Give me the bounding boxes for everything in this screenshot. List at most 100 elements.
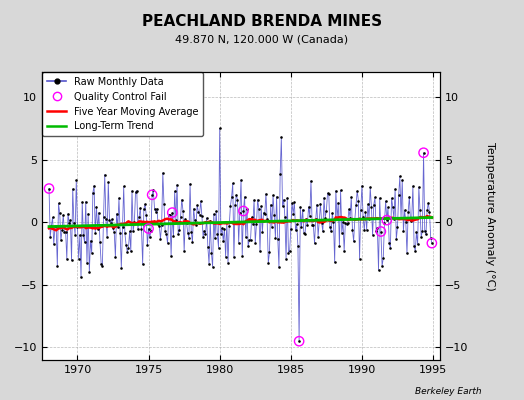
Point [324, 190, 333, 197]
Point [130, 219, 138, 225]
Point [103, 234, 111, 240]
Point [295, 338, 303, 344]
Point [93, 226, 102, 233]
Point [150, 206, 159, 212]
Point [403, 250, 411, 257]
Point [198, 213, 206, 220]
Point [192, 222, 200, 228]
Point [127, 248, 135, 254]
Point [395, 192, 403, 198]
Point [399, 228, 408, 234]
Point [387, 195, 396, 201]
Point [107, 216, 116, 222]
Point [77, 274, 85, 281]
Point [190, 206, 198, 212]
Point [228, 180, 237, 186]
Point [249, 220, 257, 227]
Point [417, 234, 425, 240]
Point [48, 214, 57, 220]
Point [368, 232, 377, 238]
Point [289, 210, 298, 217]
Point [222, 254, 230, 260]
Point [75, 232, 84, 238]
Point [397, 214, 405, 221]
Point [53, 263, 61, 269]
Point [302, 216, 310, 222]
Point [74, 255, 83, 262]
Point [98, 263, 106, 269]
Point [92, 203, 101, 210]
Point [272, 193, 281, 200]
Point [358, 183, 366, 189]
Point [316, 200, 325, 207]
Point [262, 190, 270, 197]
Point [353, 188, 362, 194]
Point [206, 217, 214, 224]
Point [225, 223, 233, 230]
Point [213, 231, 222, 238]
Point [100, 214, 108, 220]
Point [151, 208, 160, 215]
Point [336, 187, 345, 194]
Point [411, 248, 420, 254]
Point [182, 220, 191, 226]
Point [50, 241, 58, 248]
Point [318, 220, 326, 226]
Point [329, 219, 337, 226]
Y-axis label: Temperature Anomaly (°C): Temperature Anomaly (°C) [485, 142, 495, 290]
Point [428, 240, 436, 246]
Point [64, 210, 72, 217]
Point [303, 221, 312, 228]
Point [140, 206, 148, 213]
Point [264, 260, 272, 266]
Point [58, 227, 66, 233]
Point [304, 204, 313, 210]
Point [211, 235, 219, 242]
Point [291, 227, 300, 234]
Point [300, 230, 308, 236]
Point [297, 224, 305, 230]
Point [88, 250, 96, 256]
Point [422, 231, 430, 238]
Point [160, 201, 168, 207]
Point [322, 208, 331, 214]
Point [71, 232, 79, 238]
Point [268, 224, 276, 230]
Point [386, 245, 395, 252]
Point [82, 198, 90, 205]
Point [210, 211, 218, 217]
Point [238, 252, 246, 259]
Point [333, 216, 341, 222]
Point [255, 206, 263, 212]
Point [174, 230, 182, 237]
Point [68, 257, 76, 264]
Point [421, 228, 429, 234]
Point [194, 209, 203, 215]
Point [146, 234, 154, 241]
Point [45, 185, 53, 192]
Point [274, 236, 282, 242]
Point [311, 216, 320, 223]
Point [95, 209, 103, 216]
Point [231, 202, 239, 208]
Point [204, 244, 212, 250]
Point [383, 217, 391, 223]
Point [188, 239, 196, 245]
Point [360, 227, 368, 234]
Point [180, 248, 188, 254]
Point [301, 230, 309, 237]
Point [287, 226, 295, 232]
Point [175, 227, 183, 233]
Point [80, 239, 89, 246]
Point [201, 231, 210, 238]
Point [377, 228, 385, 235]
Point [284, 250, 292, 256]
Point [217, 231, 225, 237]
Point [199, 234, 208, 240]
Point [179, 207, 187, 214]
Point [245, 237, 254, 243]
Point [78, 199, 86, 205]
Point [344, 220, 352, 226]
Point [163, 240, 172, 246]
Point [257, 203, 265, 210]
